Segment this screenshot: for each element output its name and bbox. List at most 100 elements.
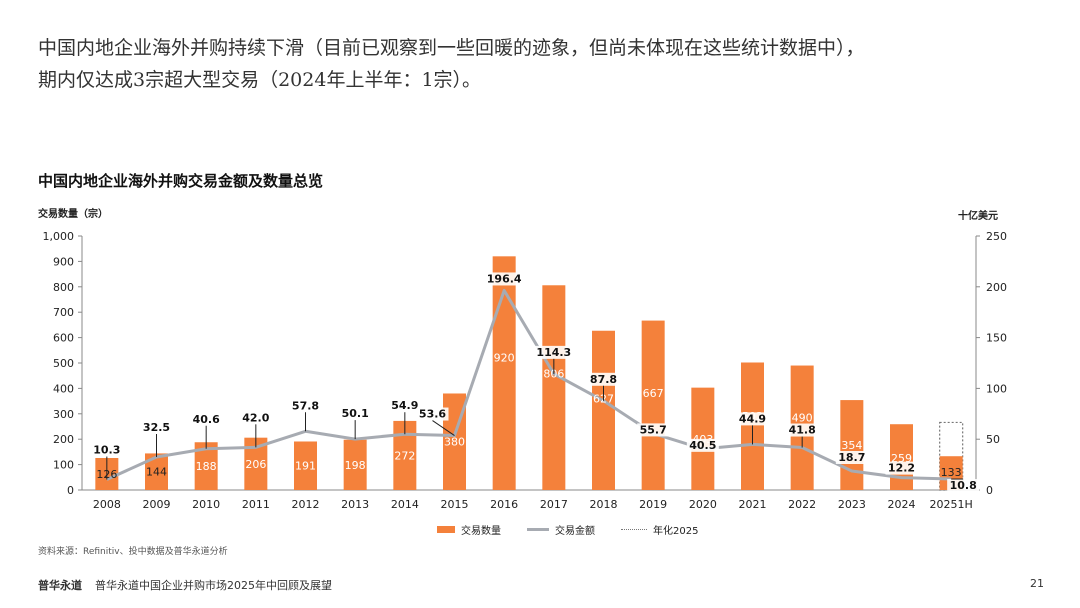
line-label-bg <box>339 407 372 421</box>
line-label-bg <box>786 423 819 437</box>
left-tick-label: 200 <box>53 433 74 446</box>
left-tick-label: 900 <box>53 255 74 268</box>
line-value-label: 40.5 <box>689 439 716 452</box>
bar-value-label: 920 <box>494 351 515 364</box>
bar-value-label: 667 <box>643 387 664 400</box>
left-axis-title: 交易数量（宗） <box>38 209 108 220</box>
x-tick-label: 20251H <box>930 498 973 511</box>
line-label-bg <box>484 272 524 286</box>
line-label-bg <box>388 399 421 413</box>
legend-item-annualized: 年化2025 <box>621 522 698 537</box>
right-tick-label: 100 <box>986 382 1007 395</box>
line-value-label: 114.3 <box>536 346 571 359</box>
bar-value-label: 380 <box>444 436 465 449</box>
legend-dotted-swatch <box>621 529 647 530</box>
bar-value-label: 490 <box>792 412 813 425</box>
x-tick-label: 2009 <box>143 498 171 511</box>
line-label-bg <box>140 420 173 434</box>
line-label-bg <box>885 461 918 475</box>
x-tick-label: 2012 <box>292 498 320 511</box>
line-value-label: 12.2 <box>888 462 915 475</box>
x-tick-label: 2022 <box>788 498 816 511</box>
line-value-label: 54.9 <box>391 399 418 412</box>
line-value-label: 41.8 <box>789 424 816 437</box>
line-value-label: 40.6 <box>193 413 220 426</box>
x-tick-label: 2021 <box>739 498 767 511</box>
bar-deal-count <box>343 439 367 490</box>
source-note: 资料来源：Refinitiv、投中数据及普华永道分析 <box>38 547 228 557</box>
bar-deal-count <box>393 420 417 490</box>
left-tick-label: 700 <box>53 306 74 319</box>
left-tick-label: 400 <box>53 382 74 395</box>
bar-value-label: 354 <box>841 439 862 452</box>
x-tick-label: 2018 <box>590 498 618 511</box>
line-value-label: 18.7 <box>838 451 865 464</box>
x-tick-label: 2014 <box>391 498 419 511</box>
line-label-bg <box>534 345 574 359</box>
x-tick-label: 2024 <box>888 498 916 511</box>
x-tick-label: 2015 <box>441 498 469 511</box>
bar-value-label: 191 <box>295 460 316 473</box>
bar-deal-count <box>691 387 715 490</box>
x-tick-label: 2019 <box>639 498 667 511</box>
line-label-bg <box>736 412 769 426</box>
bar-deal-count <box>145 453 168 490</box>
line-label-bg <box>239 411 272 425</box>
bar-deal-count <box>294 441 317 490</box>
bar-deal-count <box>194 442 218 490</box>
line-value-label: 42.0 <box>242 411 269 424</box>
bar-value-label: 206 <box>245 458 266 471</box>
line-label-bg <box>416 407 449 421</box>
legend-label-deal-value: 交易金额 <box>555 526 595 537</box>
bar-deal-count <box>542 285 566 490</box>
x-tick-label: 2017 <box>540 498 568 511</box>
line-label-leader <box>432 420 455 436</box>
legend-item-deal-count: 交易数量 <box>437 522 501 537</box>
legend-label-deal-count: 交易数量 <box>461 526 501 537</box>
right-tick-label: 250 <box>986 230 1007 243</box>
bar-value-label: 133 <box>941 466 962 479</box>
footer-brand-logo: 普华永道 <box>38 579 82 592</box>
left-tick-label: 300 <box>53 408 74 421</box>
line-label-bg <box>289 399 322 413</box>
legend-line-swatch <box>527 528 549 531</box>
bar-value-label: 272 <box>394 449 415 462</box>
line-value-label: 44.9 <box>739 412 766 425</box>
line-label-bg <box>587 372 620 386</box>
headline-line-1: 中国内地企业海外并购持续下滑（目前已观察到一些回暖的迹象，但尚未体现在这些统计数… <box>38 37 865 59</box>
right-tick-label: 50 <box>986 433 1000 446</box>
line-value-label: 53.6 <box>419 408 446 421</box>
headline: 中国内地企业海外并购持续下滑（目前已观察到一些回暖的迹象，但尚未体现在这些统计数… <box>38 32 1048 96</box>
right-tick-label: 0 <box>986 484 993 497</box>
headline-line-2: 期内仅达成3宗超大型交易（2024年上半年：1宗）。 <box>38 69 482 91</box>
line-label-bg <box>686 438 719 452</box>
bar-value-label: 144 <box>146 466 167 479</box>
bar-deal-count <box>492 256 516 490</box>
bar-value-label: 806 <box>543 367 564 380</box>
bar-value-label: 198 <box>345 459 366 472</box>
x-tick-label: 2016 <box>490 498 518 511</box>
left-tick-label: 800 <box>53 281 74 294</box>
x-tick-label: 2008 <box>93 498 121 511</box>
line-value-label: 10.3 <box>93 444 120 457</box>
bar-value-label: 188 <box>196 460 217 473</box>
x-tick-label: 2013 <box>341 498 369 511</box>
line-value-label: 50.1 <box>342 407 369 420</box>
line-label-bg <box>835 451 868 465</box>
legend-item-deal-value: 交易金额 <box>527 522 595 537</box>
line-value-label: 196.4 <box>487 272 522 285</box>
x-tick-label: 2011 <box>242 498 270 511</box>
right-axis-title: 十亿美元 <box>958 211 998 222</box>
left-tick-label: 1,000 <box>43 230 75 243</box>
line-value-label: 57.8 <box>292 399 319 412</box>
left-tick-label: 600 <box>53 332 74 345</box>
bar-deal-count <box>641 320 665 490</box>
line-label-bg <box>947 479 980 493</box>
x-tick-label: 2010 <box>192 498 220 511</box>
footer-report-title: 普华永道中国企业并购市场2025年中回顾及展望 <box>95 579 332 592</box>
line-label-bg <box>90 443 123 457</box>
right-tick-label: 150 <box>986 332 1007 345</box>
page-number: 21 <box>1030 577 1044 590</box>
right-tick-label: 200 <box>986 281 1007 294</box>
